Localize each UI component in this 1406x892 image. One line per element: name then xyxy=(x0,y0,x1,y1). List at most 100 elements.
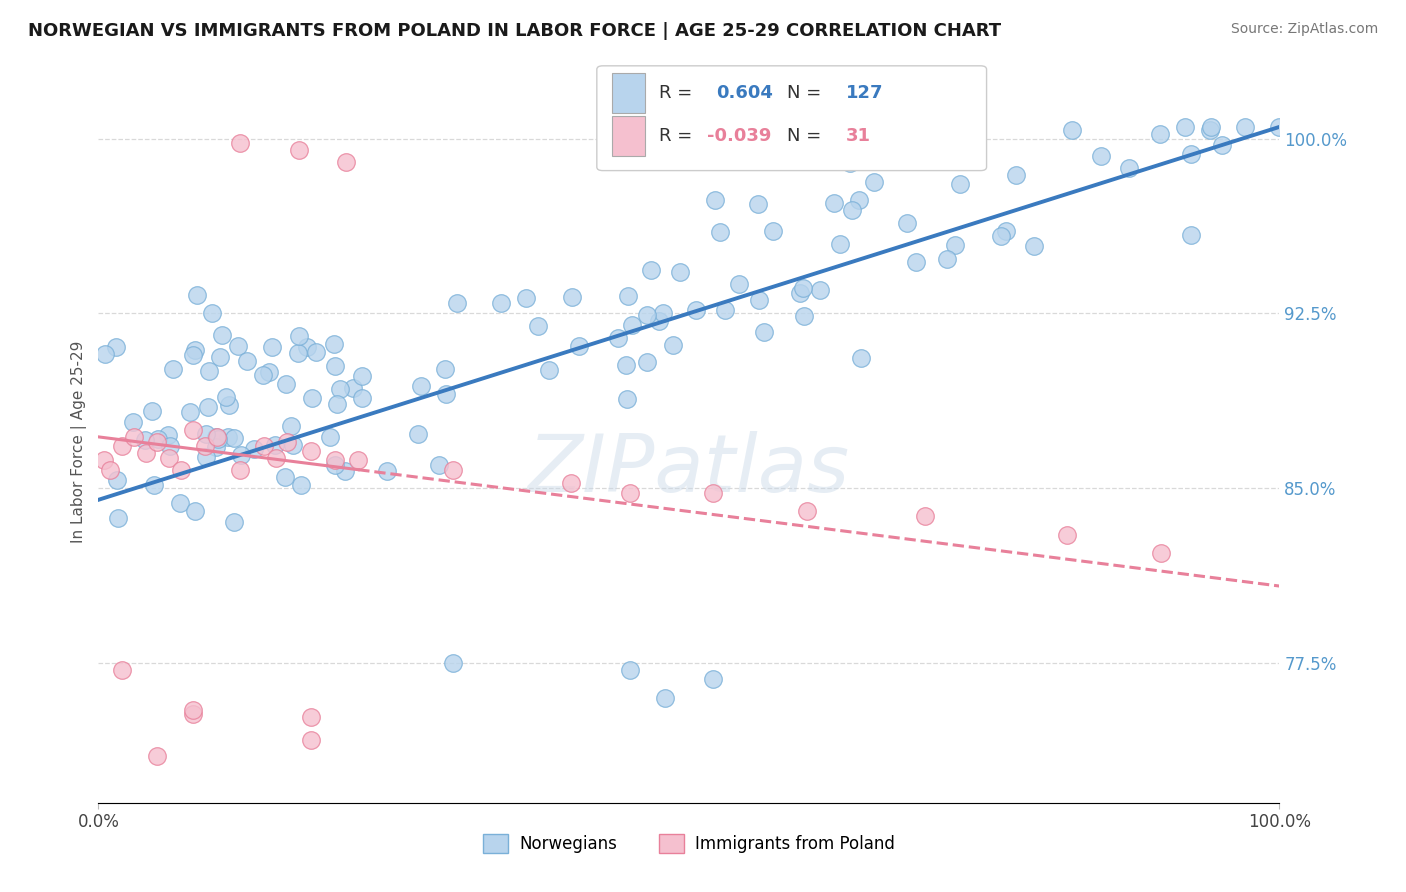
Point xyxy=(105,473,128,487)
Point xyxy=(828,237,851,252)
Point xyxy=(1211,137,1233,152)
Point xyxy=(560,476,582,491)
Point xyxy=(568,339,591,353)
Point xyxy=(323,359,346,373)
Point xyxy=(217,429,239,443)
Point xyxy=(1118,161,1140,176)
Point xyxy=(287,346,309,360)
Point xyxy=(107,511,129,525)
Point xyxy=(352,369,374,384)
Point xyxy=(229,448,252,462)
Point xyxy=(229,136,252,151)
Point xyxy=(274,470,297,484)
Point xyxy=(301,391,323,405)
Point xyxy=(146,434,169,449)
Point xyxy=(98,462,121,476)
Point xyxy=(169,496,191,510)
Point xyxy=(252,368,274,382)
Point xyxy=(537,363,560,377)
Point xyxy=(408,427,430,442)
Point xyxy=(990,228,1012,243)
Point xyxy=(935,252,957,266)
Text: R =: R = xyxy=(659,128,699,145)
Point xyxy=(752,325,775,339)
Point xyxy=(134,433,156,447)
Point xyxy=(288,329,311,343)
Point xyxy=(409,379,432,393)
Point xyxy=(319,430,342,444)
Point xyxy=(257,365,280,379)
Point xyxy=(792,281,814,295)
Point xyxy=(614,358,637,372)
Text: 0.604: 0.604 xyxy=(716,84,773,102)
Point xyxy=(181,702,204,716)
Point xyxy=(159,439,181,453)
Point xyxy=(616,392,638,406)
Point xyxy=(561,290,583,304)
Text: 127: 127 xyxy=(846,84,883,102)
FancyBboxPatch shape xyxy=(596,66,987,170)
Point xyxy=(288,143,311,157)
Point xyxy=(194,450,217,465)
Point xyxy=(789,285,811,300)
Text: 31: 31 xyxy=(846,128,872,145)
Point xyxy=(491,296,513,310)
Point xyxy=(841,202,863,217)
Y-axis label: In Labor Force | Age 25-29: In Labor Force | Age 25-29 xyxy=(72,341,87,542)
Point xyxy=(441,462,464,476)
Point xyxy=(205,430,228,444)
Point xyxy=(194,439,217,453)
Point xyxy=(849,351,872,366)
Point xyxy=(796,504,818,518)
Point xyxy=(157,450,180,465)
Text: R =: R = xyxy=(659,84,699,102)
Point xyxy=(218,398,240,412)
Point xyxy=(823,196,845,211)
Point xyxy=(904,255,927,269)
Point xyxy=(276,376,298,391)
Point xyxy=(299,443,322,458)
Point xyxy=(1149,127,1171,141)
Text: Source: ZipAtlas.com: Source: ZipAtlas.com xyxy=(1230,22,1378,37)
Point xyxy=(198,364,221,378)
Point xyxy=(141,403,163,417)
Point xyxy=(329,382,352,396)
Point xyxy=(793,309,815,323)
Point xyxy=(427,458,450,473)
Point xyxy=(636,308,658,322)
Point xyxy=(146,749,169,764)
Point xyxy=(290,478,312,492)
Point xyxy=(616,288,638,302)
Text: NORWEGIAN VS IMMIGRANTS FROM POLAND IN LABOR FORCE | AGE 25-29 CORRELATION CHART: NORWEGIAN VS IMMIGRANTS FROM POLAND IN L… xyxy=(28,22,1001,40)
Text: N =: N = xyxy=(787,84,827,102)
Point xyxy=(186,287,208,301)
Point xyxy=(224,431,246,445)
Point xyxy=(619,663,641,677)
Point xyxy=(335,154,357,169)
Point xyxy=(669,265,692,279)
Point xyxy=(94,347,117,361)
Point xyxy=(179,405,201,419)
Point xyxy=(1180,228,1202,243)
Point xyxy=(253,439,276,453)
Point xyxy=(181,707,204,722)
Point xyxy=(111,439,134,453)
Point xyxy=(208,350,231,364)
Point xyxy=(1174,120,1197,134)
Point xyxy=(122,430,145,444)
Point xyxy=(229,462,252,476)
Point xyxy=(640,263,662,277)
Point xyxy=(728,277,751,291)
Point xyxy=(264,450,287,465)
Point xyxy=(1201,120,1223,134)
Point xyxy=(436,387,458,401)
Point xyxy=(323,336,346,351)
Point xyxy=(702,485,724,500)
Point xyxy=(122,415,145,429)
Point xyxy=(1233,120,1256,134)
Point xyxy=(652,306,675,320)
Point xyxy=(515,291,537,305)
Point xyxy=(620,318,643,332)
Point xyxy=(1060,123,1083,137)
Point xyxy=(135,446,157,460)
